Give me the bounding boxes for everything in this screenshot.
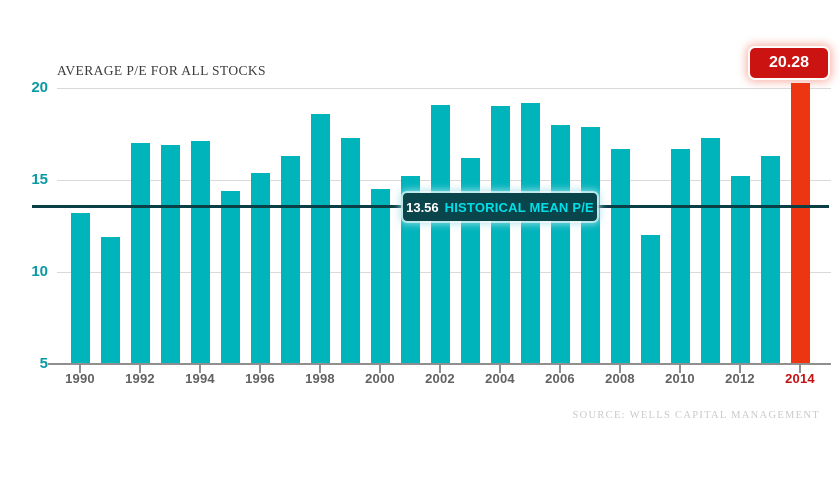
- x-axis-label-1994: 1994: [185, 371, 215, 386]
- x-axis-label-1998: 1998: [305, 371, 335, 386]
- x-axis-label-2012: 2012: [725, 371, 755, 386]
- bar-2003: [461, 158, 480, 364]
- bar-2011: [701, 138, 720, 364]
- bar-2005: [521, 103, 540, 364]
- x-tick-2002: [439, 364, 441, 373]
- x-tick-2000: [379, 364, 381, 373]
- bar-1997: [281, 156, 300, 364]
- x-tick-1990: [79, 364, 81, 373]
- bar-2006: [551, 125, 570, 364]
- x-axis-label-2010: 2010: [665, 371, 695, 386]
- bar-1990: [71, 213, 90, 364]
- bar-2007: [581, 127, 600, 364]
- y-axis-label-10: 10: [31, 263, 48, 280]
- bar-2013: [761, 156, 780, 364]
- x-tick-2014: [799, 364, 801, 373]
- bar-1992: [131, 143, 150, 364]
- historical-mean-value: 13.56: [406, 199, 439, 215]
- x-tick-2012: [739, 364, 741, 373]
- x-tick-2006: [559, 364, 561, 373]
- x-tick-1996: [259, 364, 261, 373]
- x-tick-1992: [139, 364, 141, 373]
- bar-2000: [371, 189, 390, 364]
- bar-1994: [191, 141, 210, 364]
- y-axis-label-5: 5: [39, 355, 48, 372]
- x-axis-label-2002: 2002: [425, 371, 455, 386]
- x-tick-1994: [199, 364, 201, 373]
- gridline-20: [57, 88, 831, 89]
- bar-2002: [431, 105, 450, 364]
- bar-2010: [671, 149, 690, 364]
- x-axis-label-1996: 1996: [245, 371, 275, 386]
- x-tick-2010: [679, 364, 681, 373]
- x-tick-2008: [619, 364, 621, 373]
- x-axis-label-2014: 2014: [785, 371, 815, 386]
- bar-2014: [791, 83, 810, 364]
- bar-1995: [221, 191, 240, 364]
- x-tick-1998: [319, 364, 321, 373]
- x-axis-label-1990: 1990: [65, 371, 95, 386]
- x-axis-label-2006: 2006: [545, 371, 575, 386]
- x-axis-label-2000: 2000: [365, 371, 395, 386]
- peak-value-text: 20.28: [768, 54, 810, 71]
- peak-value-badge: 20.28: [750, 48, 828, 78]
- bar-2001: [401, 176, 420, 364]
- x-axis-label-2008: 2008: [605, 371, 635, 386]
- bar-1991: [101, 237, 120, 364]
- bar-1999: [341, 138, 360, 364]
- chart-title: AVERAGE P/E FOR ALL STOCKS: [57, 63, 266, 78]
- bar-1998: [311, 114, 330, 364]
- bar-1996: [251, 173, 270, 364]
- x-axis-label-1992: 1992: [125, 371, 155, 386]
- bar-2004: [491, 106, 510, 364]
- bar-2012: [731, 176, 750, 364]
- x-axis-label-2004: 2004: [485, 371, 515, 386]
- bar-2009: [641, 235, 660, 364]
- source-credit: SOURCE: WELLS CAPITAL MANAGEMENT: [572, 410, 820, 421]
- y-axis-label-20: 20: [31, 79, 48, 96]
- historical-mean-callout: 13.56 HISTORICAL MEAN P/E: [403, 193, 597, 221]
- x-tick-2004: [499, 364, 501, 373]
- bar-1993: [161, 145, 180, 364]
- historical-mean-label: HISTORICAL MEAN P/E: [444, 199, 594, 215]
- bar-2008: [611, 149, 630, 364]
- y-axis-label-15: 15: [31, 171, 48, 188]
